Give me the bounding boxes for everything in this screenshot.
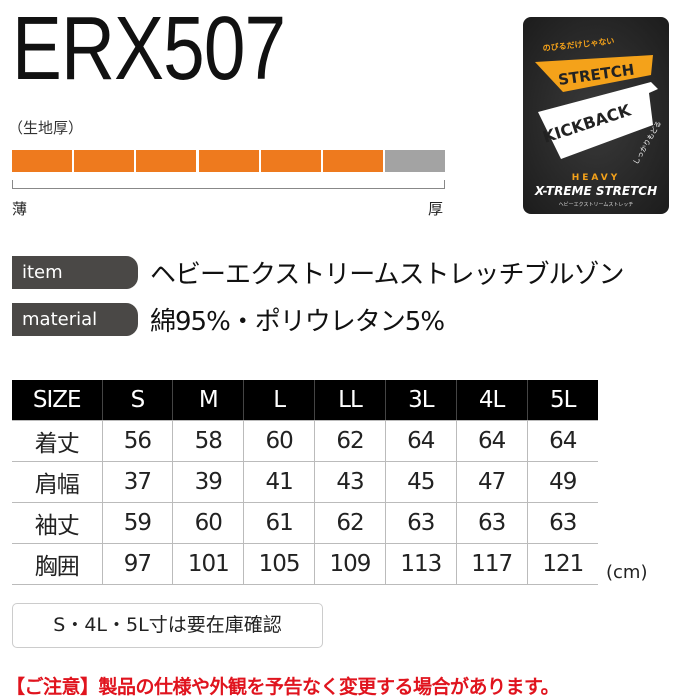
size-value-cell: 109 [314,543,386,585]
logo-kickback-band [538,82,658,159]
item-value: ヘビーエクストリームストレッチブルゾン [150,260,624,290]
size-value-cell: 63 [385,502,457,544]
thickness-segment-filled [323,150,383,172]
unit-label: (cm) [606,562,648,583]
header-cell: LL [314,380,386,421]
size-value-cell: 113 [385,543,457,585]
material-value: 綿95%・ポリウレタン5% [150,307,445,337]
table-row: 着丈 56 58 60 62 64 64 64 [12,420,598,462]
measure-name-cell: 肩幅 [12,461,103,503]
measure-name-cell: 袖丈 [12,502,103,544]
thin-label: 薄 [12,200,28,218]
size-value-cell: 121 [527,543,598,585]
thickness-segment-filled [260,150,321,172]
size-value-cell: 43 [314,461,386,503]
header-cell: L [243,380,316,421]
size-value-cell: 105 [243,543,316,585]
table-row: 肩幅 37 39 41 43 45 47 49 [12,461,598,503]
header-cell: SIZE [12,380,103,421]
logo-brand: X-TREME STRETCH [534,184,657,198]
size-value-cell: 39 [172,461,245,503]
size-value-cell: 58 [172,420,245,462]
size-value-cell: 41 [243,461,316,503]
material-tag: material [12,303,138,336]
size-value-cell: 64 [527,420,598,462]
logo-heavy: HEAVY [572,173,621,183]
size-value-cell: 64 [385,420,457,462]
header-cell: 4L [456,380,528,421]
thickness-segment-filled [198,150,259,172]
size-value-cell: 59 [102,502,174,544]
size-value-cell: 47 [456,461,528,503]
size-value-cell: 62 [314,502,386,544]
stock-note: S・4L・5L寸は要在庫確認 [12,603,323,648]
size-table: SIZE S M L LL 3L 4L 5L 着丈 56 58 60 62 64 64 64 肩… [12,380,598,585]
size-value-cell: 64 [456,420,528,462]
item-tag: item [12,256,138,289]
header-cell: 3L [385,380,457,421]
thickness-segment-filled [74,150,135,172]
size-value-cell: 101 [172,543,245,585]
size-value-cell: 97 [102,543,174,585]
size-value-cell: 63 [527,502,598,544]
logo-top-text: のびるだけじゃない [542,36,615,53]
size-value-cell: 45 [385,461,457,503]
table-row: 胸囲 97 101 105 109 113 117 121 [12,543,598,585]
size-value-cell: 61 [243,502,316,544]
logo-stretch-band [535,55,653,92]
size-value-cell: 49 [527,461,598,503]
stretch-logo: のびるだけじゃない STRETCH KICKBACK しっかりもどる HEAVY… [523,17,669,214]
size-value-cell: 63 [456,502,528,544]
thickness-segment-empty [385,150,446,172]
product-code: ERX507 [12,0,286,99]
measure-name-cell: 胸囲 [12,543,103,585]
size-value-cell: 56 [102,420,174,462]
table-row: 袖丈 59 60 61 62 63 63 63 [12,502,598,544]
size-value-cell: 60 [243,420,316,462]
warning-text: 【ご注意】製品の仕様や外観を予告なく変更する場合があります。 [6,676,560,698]
size-value-cell: 37 [102,461,174,503]
measure-name-cell: 着丈 [12,420,103,462]
fabric-thickness-label: （生地厚） [8,119,84,137]
thickness-scale-bracket [12,180,445,189]
logo-bottom-text: ヘビーエクストリームストレッチ [559,201,634,208]
thick-label: 厚 [428,200,444,218]
header-cell: S [102,380,174,421]
size-header-row: SIZE S M L LL 3L 4L 5L [12,380,598,421]
size-value-cell: 60 [172,502,245,544]
thickness-segment-filled [12,150,72,172]
thickness-segment-filled [136,150,197,172]
size-value-cell: 62 [314,420,386,462]
size-value-cell: 117 [456,543,528,585]
header-cell: 5L [527,380,598,421]
header-cell: M [172,380,245,421]
